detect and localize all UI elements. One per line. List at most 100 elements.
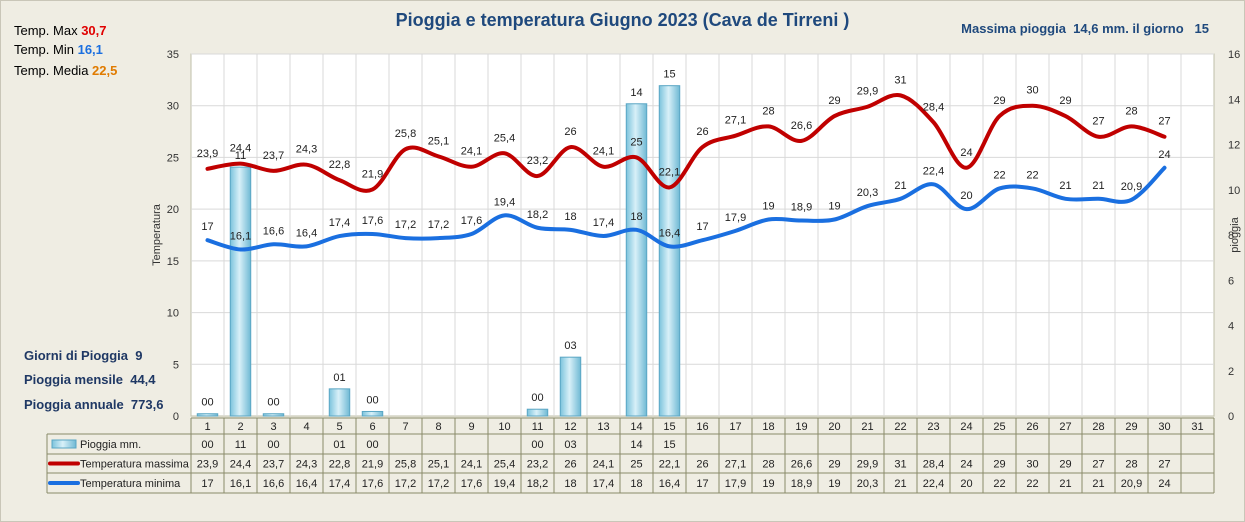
rain-bar xyxy=(526,408,549,417)
table-cell-value: 26,6 xyxy=(791,459,812,471)
temp-max-point xyxy=(372,188,373,190)
table-cell-value: 20,3 xyxy=(857,478,878,490)
y2-tick-label: 14 xyxy=(1228,94,1240,106)
temp-max-data-label: 24,3 xyxy=(296,144,317,156)
x-tick-label: 19 xyxy=(795,421,807,433)
temp-max-point xyxy=(1131,125,1132,127)
y2-tick-label: 12 xyxy=(1228,140,1240,152)
x-tick-label: 5 xyxy=(336,421,342,433)
temp-max-data-label: 31 xyxy=(894,74,906,86)
x-tick-label: 2 xyxy=(237,421,243,433)
table-cell-value: 29,9 xyxy=(857,459,878,471)
table-cell-value: 16,1 xyxy=(230,478,251,490)
temp-max-point xyxy=(735,135,736,137)
max-rain-label: Massima pioggia xyxy=(961,21,1066,36)
table-cell-value: 26 xyxy=(564,459,576,471)
temp-min-data-label: 24 xyxy=(1158,149,1170,161)
temp-max-data-label: 30 xyxy=(1026,85,1038,97)
temp-min-point xyxy=(1164,167,1165,169)
temp-max-data-label: 21,9 xyxy=(362,168,383,180)
temp-min-point xyxy=(1065,198,1066,200)
temp-min-point xyxy=(636,229,637,231)
temp-min-data-label: 17,2 xyxy=(428,219,449,231)
summary-annual-rain-label: Pioggia annuale xyxy=(24,397,124,412)
table-cell-value: 24,3 xyxy=(296,459,317,471)
y-tick-label: 25 xyxy=(167,152,179,164)
y2-tick-label: 0 xyxy=(1228,411,1234,423)
temp-max-data-label: 23,9 xyxy=(197,148,218,160)
y2-tick-label: 16 xyxy=(1228,49,1240,61)
temp-max-point xyxy=(570,146,571,148)
temp-min-point xyxy=(1131,199,1132,201)
rain-bar xyxy=(328,388,351,417)
temp-max-data-label: 25,4 xyxy=(494,132,515,144)
max-rain-info: Massima pioggia 14,6 mm. il giorno 15 xyxy=(961,21,1209,36)
x-tick-label: 9 xyxy=(468,421,474,433)
temp-max-point xyxy=(1098,136,1099,138)
table-cell-value: 17,4 xyxy=(329,478,350,490)
temp-max-point xyxy=(636,156,637,158)
x-tick-label: 26 xyxy=(1026,421,1038,433)
temp-min-point xyxy=(702,239,703,241)
x-tick-label: 22 xyxy=(894,421,906,433)
table-cell-value: 17,4 xyxy=(593,478,614,490)
temp-max-point xyxy=(339,179,340,181)
table-cell-value: 23,2 xyxy=(527,459,548,471)
y2-tick-label: 8 xyxy=(1228,230,1234,242)
temp-min-data-label: 19 xyxy=(828,200,840,212)
y-tick-label: 20 xyxy=(167,204,179,216)
temp-max-point xyxy=(966,167,967,169)
summary-annual-rain: Pioggia annuale 773,6 xyxy=(24,397,163,412)
stat-temp-min-label: Temp. Min xyxy=(14,42,74,57)
stat-temp-max: Temp. Max 30,7 xyxy=(14,23,107,38)
x-tick-label: 1 xyxy=(204,421,210,433)
x-tick-label: 29 xyxy=(1125,421,1137,433)
table-cell-value: 28,4 xyxy=(923,459,944,471)
temp-min-point xyxy=(669,245,670,247)
temp-max-data-label: 24,1 xyxy=(593,146,614,158)
table-cell-value: 27,1 xyxy=(725,459,746,471)
stat-temp-max-value: 30,7 xyxy=(81,23,107,38)
temp-min-point xyxy=(999,187,1000,189)
table-cell-value: 20 xyxy=(960,478,972,490)
rain-data-label: 00 xyxy=(531,392,543,404)
temp-min-data-label: 18,2 xyxy=(527,209,548,221)
x-tick-label: 10 xyxy=(498,421,510,433)
y-tick-label: 15 xyxy=(167,256,179,268)
rain-data-label: 15 xyxy=(663,69,675,81)
table-cell-value: 25,4 xyxy=(494,459,515,471)
temp-min-data-label: 22 xyxy=(1026,169,1038,181)
table-cell-value: 23,9 xyxy=(197,459,218,471)
temp-max-data-label: 23,7 xyxy=(263,150,284,162)
table-cell-value: 18,2 xyxy=(527,478,548,490)
rain-bar xyxy=(229,166,252,417)
temp-min-data-label: 20 xyxy=(960,190,972,202)
summary-rain-days-value: 9 xyxy=(135,348,143,363)
table-cell-value: 24 xyxy=(1158,478,1170,490)
x-tick-label: 23 xyxy=(927,421,939,433)
table-cell-value: 17 xyxy=(201,478,213,490)
temp-max-point xyxy=(999,115,1000,117)
temp-max-point xyxy=(801,140,802,142)
temp-max-point xyxy=(669,186,670,188)
legend-key-rain xyxy=(51,439,77,449)
temp-max-point xyxy=(273,170,274,172)
temp-max-data-label: 24,4 xyxy=(230,143,251,155)
legend-label: Pioggia mm. xyxy=(80,439,141,451)
table-cell-value: 25 xyxy=(630,459,642,471)
y2-tick-label: 10 xyxy=(1228,185,1240,197)
temp-min-point xyxy=(933,183,934,185)
temp-max-point xyxy=(537,175,538,177)
temp-max-line xyxy=(205,92,1167,193)
table-cell-value: 18,9 xyxy=(791,478,812,490)
stat-temp-avg: Temp. Media 22,5 xyxy=(14,63,117,78)
table-cell-value: 24,4 xyxy=(230,459,251,471)
table-cell-value: 15 xyxy=(663,439,675,451)
x-tick-label: 28 xyxy=(1092,421,1104,433)
x-tick-label: 6 xyxy=(369,421,375,433)
table-cell-value: 00 xyxy=(201,439,213,451)
temp-max-data-label: 29 xyxy=(993,95,1005,107)
temp-min-data-label: 16,6 xyxy=(263,225,284,237)
temp-min-data-label: 21 xyxy=(1092,180,1104,192)
